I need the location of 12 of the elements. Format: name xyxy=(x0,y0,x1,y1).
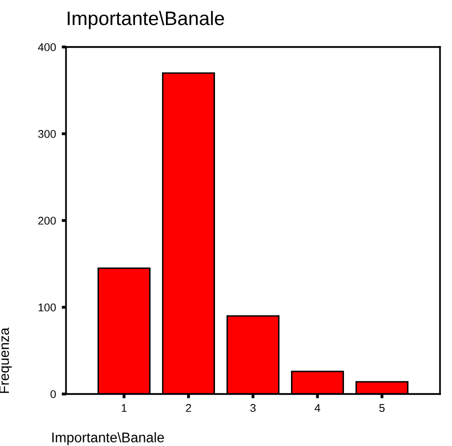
x-tick-label: 1 xyxy=(122,404,127,412)
x-tick-label: 3 xyxy=(250,404,256,412)
x-axis-title: Importante\Banale xyxy=(52,432,164,446)
x-tick-label: 5 xyxy=(379,404,385,412)
y-tick-label: 100 xyxy=(38,304,56,312)
x-tick-label: 4 xyxy=(314,404,320,412)
chart-title: Importante\Banale xyxy=(68,10,224,30)
y-tick-label: 200 xyxy=(38,216,56,225)
y-tick-label: 300 xyxy=(38,130,56,138)
x-tick-label: 2 xyxy=(186,404,192,412)
y-tick-label: 400 xyxy=(38,43,56,52)
y-tick-label: 0 xyxy=(50,390,56,398)
